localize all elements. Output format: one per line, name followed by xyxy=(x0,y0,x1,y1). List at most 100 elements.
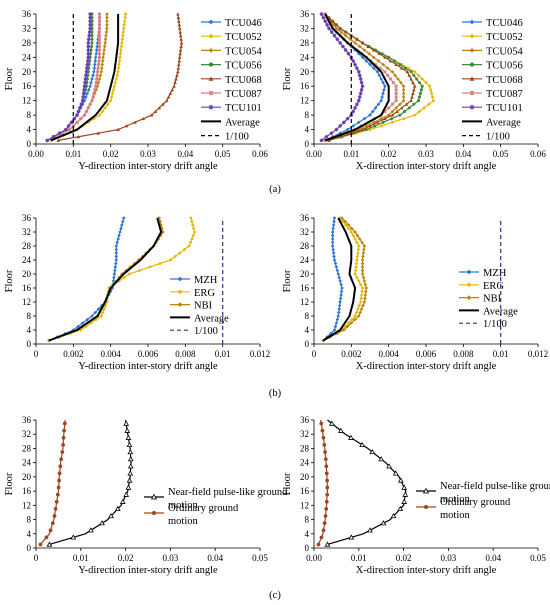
data-point-marker xyxy=(396,77,400,81)
legend-label: Near-field pulse-like ground xyxy=(440,481,550,492)
data-point-marker xyxy=(190,219,194,224)
data-point-marker xyxy=(127,448,134,455)
data-point-marker xyxy=(69,120,74,125)
data-point-marker xyxy=(398,102,402,107)
data-point-marker xyxy=(95,44,99,49)
data-point-marker xyxy=(85,91,90,96)
data-point-marker xyxy=(394,95,398,99)
legend-marker xyxy=(469,104,475,110)
legend-label-continued: motion xyxy=(168,500,199,511)
legend-marker xyxy=(208,76,214,81)
data-point-marker xyxy=(324,507,329,511)
data-point-marker xyxy=(401,98,406,103)
x-tick-label: 0 xyxy=(34,349,39,359)
y-tick-label: 8 xyxy=(305,311,310,321)
data-point-marker xyxy=(89,52,93,56)
data-point-marker xyxy=(411,91,415,95)
data-point-marker xyxy=(360,240,364,245)
data-point-marker xyxy=(87,33,91,38)
data-point-marker xyxy=(191,226,196,231)
y-tick-label: 32 xyxy=(22,23,31,33)
data-point-marker xyxy=(98,41,101,45)
x-axis-title: Y-direction inter-story drift angle xyxy=(78,565,218,576)
data-point-marker xyxy=(349,131,354,135)
data-point-marker xyxy=(390,120,395,125)
data-point-marker xyxy=(53,507,58,511)
data-point-marker xyxy=(427,102,431,107)
data-point-marker xyxy=(98,34,101,38)
legend-label: Ordinary ground xyxy=(168,503,239,514)
data-point-marker xyxy=(172,84,176,88)
data-point-marker xyxy=(124,124,129,128)
legend-marker xyxy=(208,33,214,39)
y-tick-label: 4 xyxy=(27,529,32,539)
data-point-marker xyxy=(101,51,106,56)
data-point-marker xyxy=(105,19,109,24)
data-point-marker xyxy=(353,230,357,234)
data-point-marker xyxy=(98,73,103,78)
data-point-marker xyxy=(119,226,123,231)
y-tick-label: 8 xyxy=(305,515,310,525)
data-point-marker xyxy=(376,102,381,107)
data-point-marker xyxy=(94,51,98,56)
data-point-marker xyxy=(395,109,399,113)
legend-marker xyxy=(469,62,475,67)
data-point-marker xyxy=(127,272,132,276)
data-point-marker xyxy=(79,117,83,121)
x-tick-label: 0.00 xyxy=(306,553,322,563)
data-point-marker xyxy=(424,80,428,85)
data-point-marker xyxy=(338,427,344,433)
data-point-marker xyxy=(357,44,362,49)
data-point-marker xyxy=(329,331,333,336)
data-point-marker xyxy=(178,48,183,52)
data-point-marker xyxy=(360,84,365,89)
data-point-marker xyxy=(82,84,87,89)
data-point-marker xyxy=(427,84,432,89)
data-point-marker xyxy=(324,134,329,139)
data-point-marker xyxy=(336,272,341,276)
y-axis-title: Floor xyxy=(282,269,293,292)
data-point-marker xyxy=(417,81,421,85)
data-point-marker xyxy=(87,30,92,34)
data-point-marker xyxy=(86,48,91,52)
data-point-marker xyxy=(177,62,181,66)
data-point-marker xyxy=(383,55,387,59)
y-tick-label: 4 xyxy=(27,325,32,335)
data-point-marker xyxy=(422,106,426,110)
data-point-marker xyxy=(141,116,146,121)
data-point-marker xyxy=(81,95,85,99)
x-tick-label: 0.04 xyxy=(177,149,193,159)
legend-label: TCU052 xyxy=(486,32,523,43)
data-point-marker xyxy=(121,219,125,224)
data-point-marker xyxy=(368,127,372,132)
chart-panel-5: 0 4 8 12 16 20 24 28 32 36 0 0.01 0.02 0.03 0.04 0.05 Y-… xyxy=(4,415,288,576)
data-point-marker xyxy=(383,84,387,89)
data-point-marker xyxy=(362,244,367,248)
data-point-marker xyxy=(420,77,425,81)
data-point-marker xyxy=(413,69,417,74)
data-point-marker xyxy=(362,300,367,304)
data-point-marker xyxy=(367,527,373,533)
data-point-marker xyxy=(93,88,97,92)
data-point-marker xyxy=(132,261,137,266)
x-tick-label: 0.002 xyxy=(63,349,83,359)
data-point-marker xyxy=(358,300,363,304)
data-point-marker xyxy=(88,12,92,16)
data-point-marker xyxy=(56,138,61,142)
data-point-marker xyxy=(114,244,119,248)
data-point-marker xyxy=(100,66,104,70)
data-point-marker xyxy=(62,421,67,426)
data-point-marker xyxy=(322,443,327,447)
data-point-marker xyxy=(330,240,335,245)
legend-label: TCU054 xyxy=(225,46,263,57)
data-point-marker xyxy=(88,527,94,533)
series-line-1 xyxy=(49,419,132,545)
y-tick-label: 8 xyxy=(27,515,32,525)
data-point-marker xyxy=(177,26,182,30)
data-point-marker xyxy=(89,80,93,85)
legend-label: Ordinary ground xyxy=(440,497,511,508)
data-point-marker xyxy=(339,282,343,287)
data-point-marker xyxy=(59,457,64,461)
data-point-marker xyxy=(176,15,181,20)
legend-label: TCU068 xyxy=(225,75,262,86)
